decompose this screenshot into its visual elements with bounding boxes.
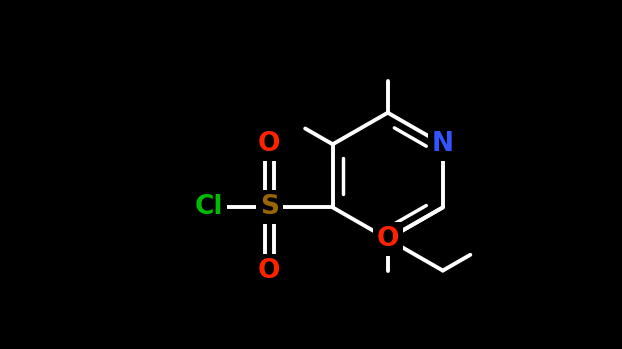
- Text: O: O: [258, 131, 281, 157]
- Text: O: O: [258, 258, 281, 284]
- Text: O: O: [376, 226, 399, 252]
- Text: N: N: [432, 131, 454, 157]
- Text: S: S: [259, 194, 279, 221]
- Text: Cl: Cl: [195, 194, 223, 221]
